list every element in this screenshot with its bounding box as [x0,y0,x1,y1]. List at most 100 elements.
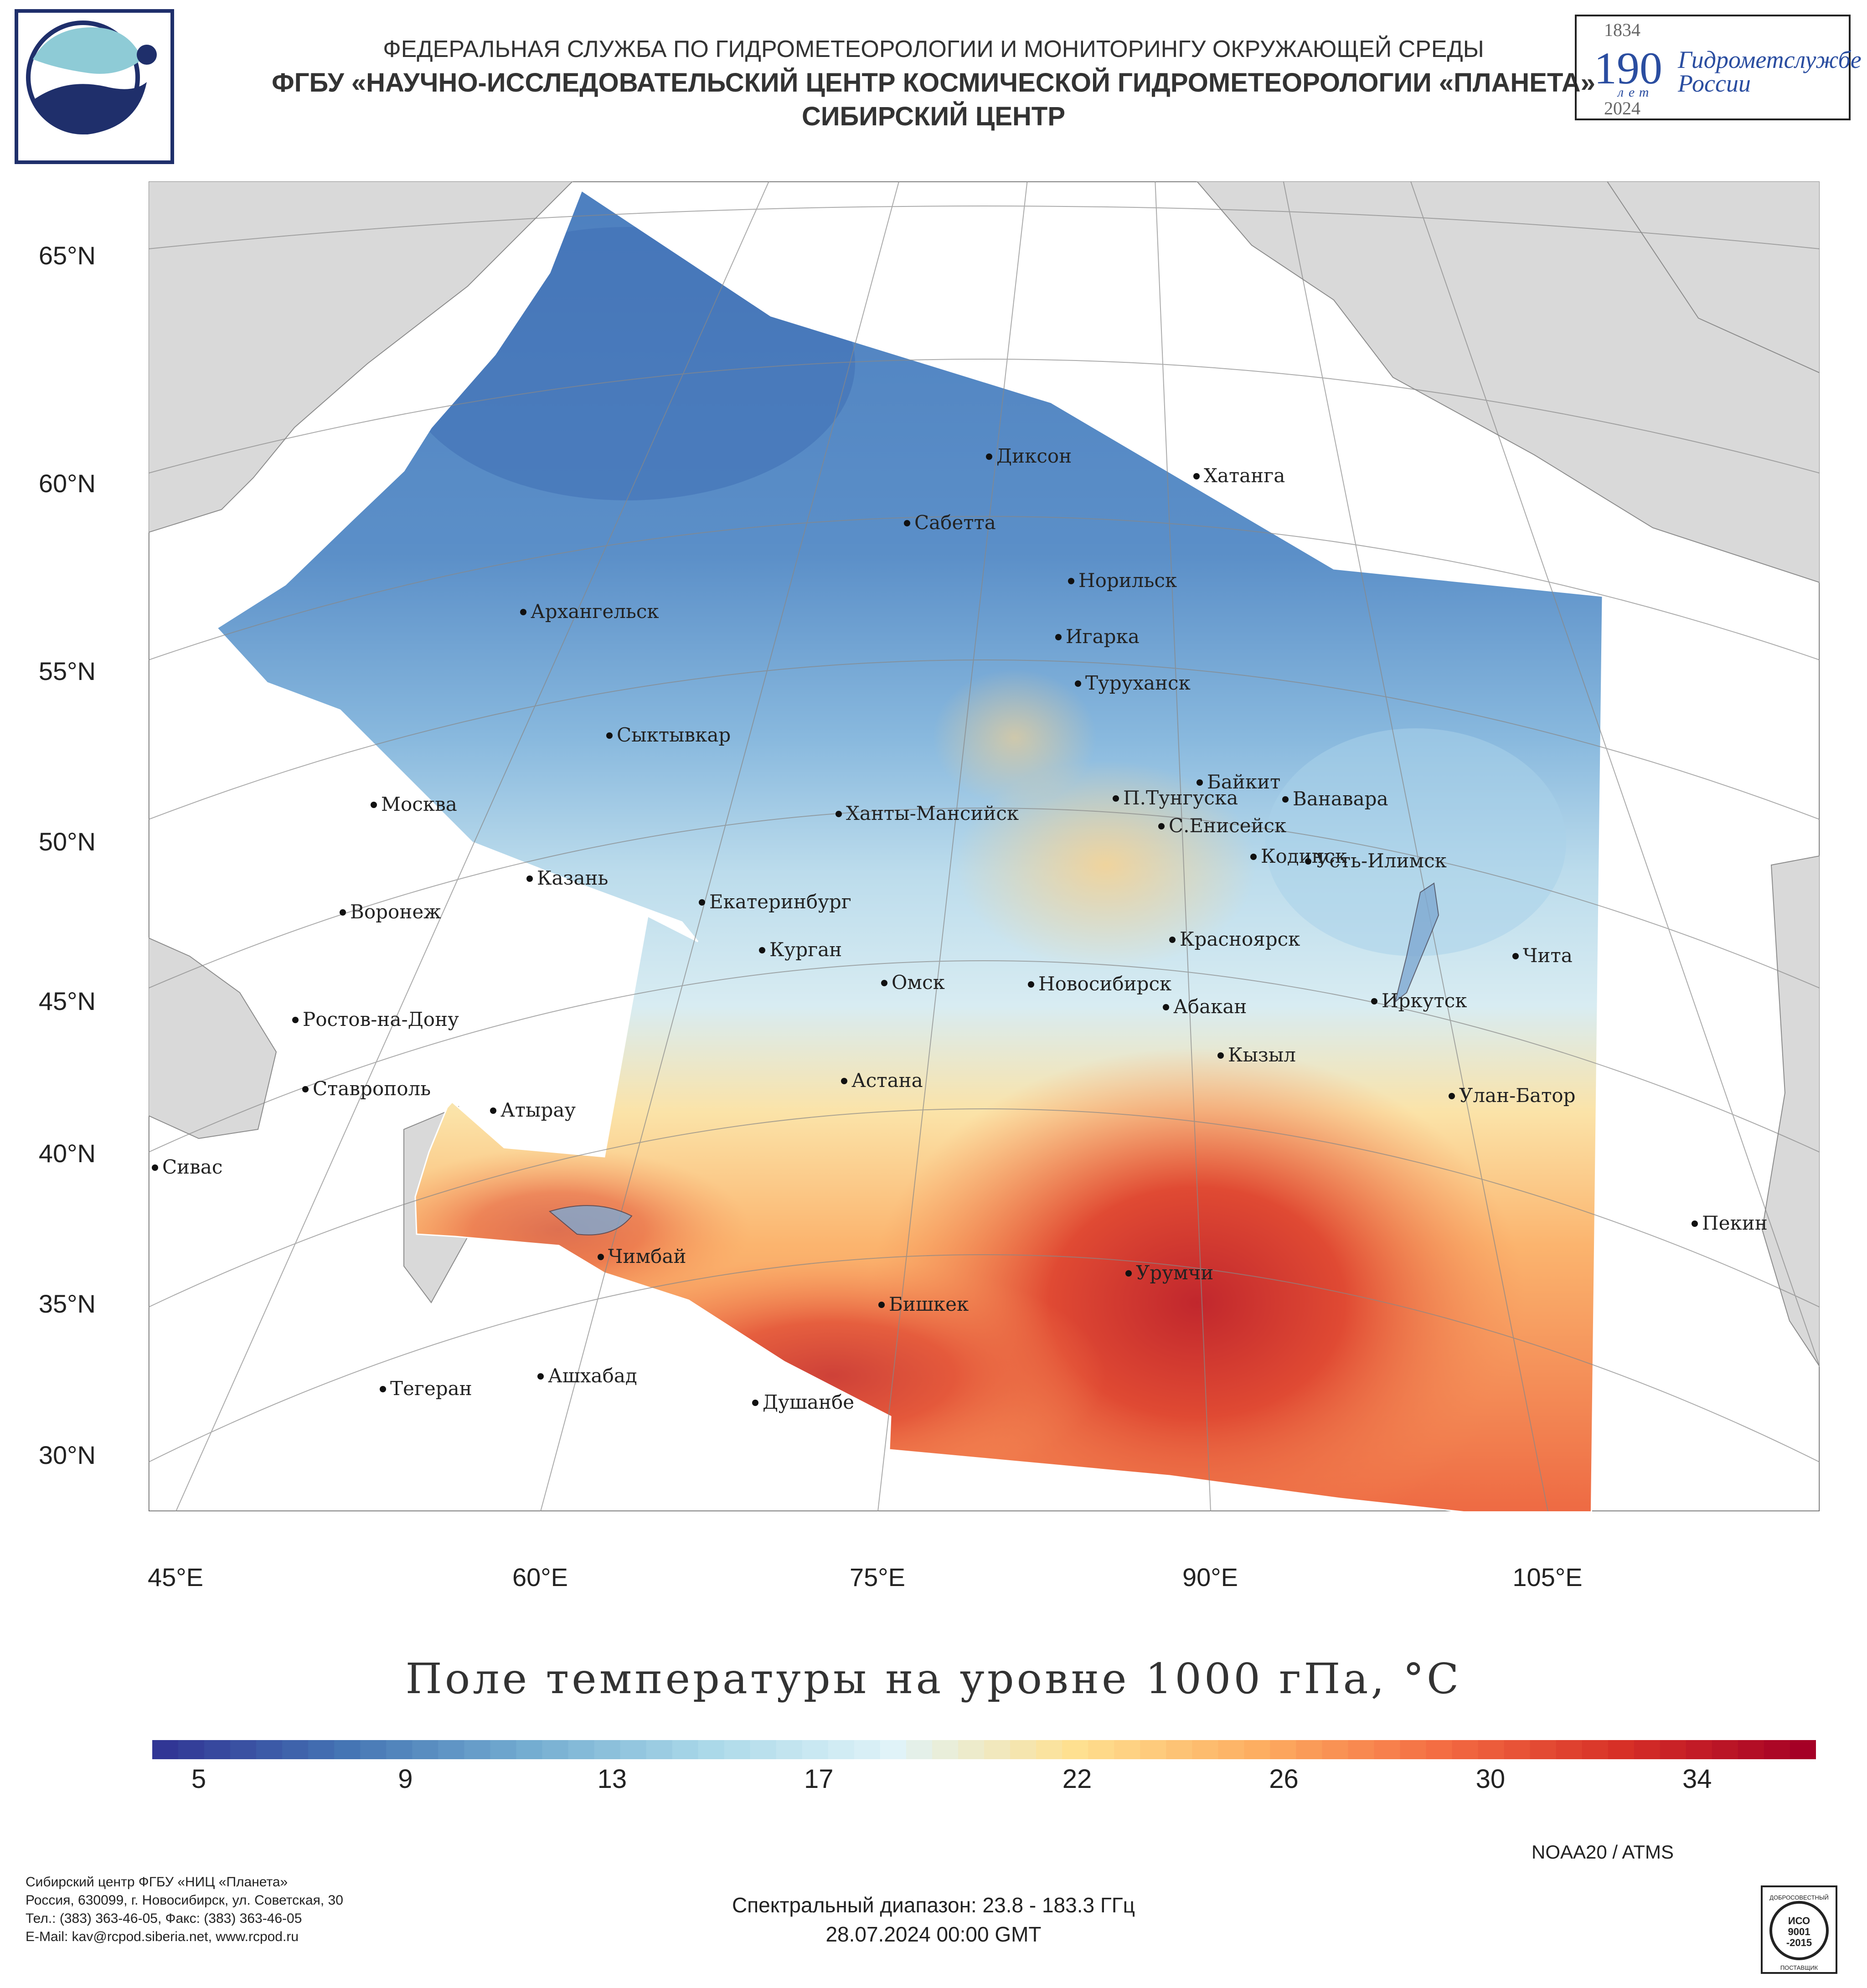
lon-label-105: 105°E [1512,1563,1583,1591]
city-label: Бишкек [889,1293,969,1315]
land-masses [149,181,1820,1367]
header-center: СИБИРСКИЙ ЦЕНТР [801,102,1066,131]
iso-line3: -2015 [1786,1937,1812,1948]
colorbar-tick-17: 17 [804,1764,834,1794]
colorbar-segment [282,1740,309,1759]
city-dot [152,1164,158,1171]
footer-contacts: Сибирский центр ФГБУ «НИЦ «Планета» Росс… [26,1873,343,1946]
city-label: Абакан [1173,995,1247,1018]
city-label: Усть-Илимск [1315,850,1447,872]
city-label: Байкит [1207,771,1281,793]
colorbar-segment [1764,1740,1790,1759]
city-label: Чимбай [608,1245,686,1267]
colorbar-segment [1504,1740,1531,1759]
city-dot [1028,981,1034,988]
colorbar [152,1740,1816,1759]
colorbar-segment [230,1740,257,1759]
colorbar-segment [1244,1740,1271,1759]
colorbar-segment [1140,1740,1167,1759]
city-dot [1169,937,1176,943]
header-agency: ФЕДЕРАЛЬНАЯ СЛУЖБА ПО ГИДРОМЕТЕОРОЛОГИИ … [383,36,1484,62]
city-label: Казань [537,867,609,889]
badge-years-word: лет [1618,85,1654,100]
colorbar-segment [932,1740,959,1759]
colorbar-segment [672,1740,699,1759]
city-label: Курган [769,938,842,961]
city-dot [1217,1052,1224,1059]
colorbar-segment [1608,1740,1635,1759]
observation-datetime: 28.07.2024 00:00 GMT [825,1922,1042,1946]
city-label: Сыктывкар [617,724,731,746]
city-label: Игарка [1066,625,1140,648]
city-label: Хатанга [1204,464,1285,487]
colorbar-segment [958,1740,985,1759]
city-label: Кызыл [1228,1044,1296,1066]
city-label: Диксон [996,445,1072,467]
city-label: Ростов-на-Дону [303,1008,459,1030]
city-label: Пекин [1702,1212,1768,1234]
colorbar-segment [1062,1740,1088,1759]
colorbar-segment [880,1740,907,1759]
lon-label-60: 60°E [512,1563,568,1591]
city-label: Душанбе [763,1391,855,1413]
colorbar-segment [542,1740,569,1759]
lat-label-60: 60°N [38,469,96,498]
colorbar-segment [334,1740,361,1759]
colorbar-segment [516,1740,543,1759]
lon-label-75: 75°E [849,1563,906,1591]
colorbar-segment [412,1740,439,1759]
city-dot [1068,578,1074,584]
footer-address: Россия, 630099, г. Новосибирск, ул. Сове… [26,1893,343,1908]
colorbar-segment [1634,1740,1661,1759]
city-label: Ванавара [1293,788,1388,810]
city-dot [1250,854,1257,860]
city-dot [1163,1004,1169,1010]
colorbar-segment [438,1740,465,1759]
colorbar-segment [1686,1740,1712,1759]
city-dot [759,947,765,953]
city-dot [1158,823,1165,829]
lat-label-65: 65°N [38,241,96,270]
city-label: Ашхабад [548,1365,637,1387]
colorbar-segment [1348,1740,1375,1759]
colorbar-segment [1400,1740,1427,1759]
city-dot [1512,953,1519,959]
colorbar-segment [1270,1740,1297,1759]
colorbar-segment [646,1740,673,1759]
city-dot [881,980,887,986]
colorbar-segment [854,1740,881,1759]
city-dot [1113,795,1119,802]
city-label: Новосибирск [1038,973,1172,995]
colorbar-segment [152,1740,179,1759]
colorbar-segment [178,1740,205,1759]
colorbar-segment [984,1740,1011,1759]
colorbar-segment [594,1740,621,1759]
city-dot [526,876,533,882]
colorbar-segment [490,1740,517,1759]
colorbar-tick-9: 9 [398,1764,413,1794]
city-label: П.Тунгуска [1123,787,1238,809]
colorbar-segment [568,1740,595,1759]
footer-email: E-Mail: kav@rcpod.siberia.net, www.rcpod… [26,1929,299,1944]
colorbar-segment [1582,1740,1609,1759]
city-label: Архангельск [531,600,659,623]
city-dot [1193,473,1200,479]
lat-label-55: 55°N [38,657,96,685]
lat-label-45: 45°N [38,987,96,1015]
lat-label-40: 40°N [38,1139,96,1168]
city-dot [490,1107,496,1114]
city-label: Омск [892,971,945,994]
city-label: Екатеринбург [709,891,851,913]
city-label: Улан-Батор [1459,1084,1576,1107]
city-label: Чита [1523,944,1573,967]
city-label: Москва [381,793,457,815]
colorbar-segment [1530,1740,1557,1759]
header-institution: ФГБУ «НАУЧНО-ИССЛЕДОВАТЕЛЬСКИЙ ЦЕНТР КОС… [272,68,1595,98]
city-dot [1055,634,1062,640]
city-dot [1692,1221,1698,1227]
city-label: Урумчи [1136,1262,1214,1284]
colorbar-segment [1218,1740,1245,1759]
colorbar-segment [1790,1740,1816,1759]
iso-line1: ИСО [1788,1915,1810,1926]
city-dot [904,520,910,526]
